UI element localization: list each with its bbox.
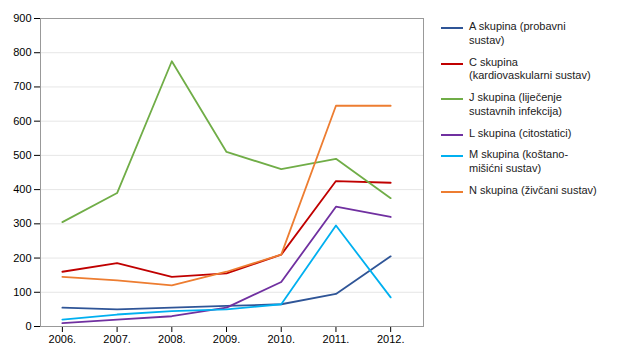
- svg-text:2009.: 2009.: [213, 333, 241, 345]
- html-text:C skupina (kardiovaskularni su: C skupina (kardiovaskularni sustav): [469, 55, 591, 82]
- svg-text:100: 100: [13, 286, 31, 298]
- html-text:N skupina (živčani sustav): N skupina (živčani sustav): [469, 183, 597, 196]
- svg-text:800: 800: [13, 46, 31, 58]
- svg-text:900: 900: [13, 12, 31, 24]
- svg-text:500: 500: [13, 149, 31, 161]
- svg-text:0: 0: [25, 320, 31, 332]
- svg-text:2010.: 2010.: [267, 333, 295, 345]
- html-text:A skupina (probavni sustav): A skupina (probavni sustav): [469, 20, 566, 46]
- html-text:M skupina (koštano- mišićni su: M skupina (koštano- mišićni sustav): [469, 148, 568, 174]
- svg-text:400: 400: [13, 183, 31, 195]
- svg-text:700: 700: [13, 80, 31, 92]
- svg-text:2008.: 2008.: [158, 333, 186, 345]
- svg-text:300: 300: [13, 217, 31, 229]
- html-text:L skupina (citostatici): L skupina (citostatici): [469, 126, 572, 139]
- svg-text:2011.: 2011.: [323, 333, 350, 345]
- svg-text:2007.: 2007.: [103, 333, 131, 345]
- svg-text:2006.: 2006.: [49, 333, 77, 345]
- html-text:J skupina (liječenje sustavnih: J skupina (liječenje sustavnih infekcija…: [469, 91, 562, 117]
- svg-text:600: 600: [13, 115, 31, 127]
- svg-text:200: 200: [13, 252, 31, 264]
- svg-text:2012.: 2012.: [377, 333, 405, 345]
